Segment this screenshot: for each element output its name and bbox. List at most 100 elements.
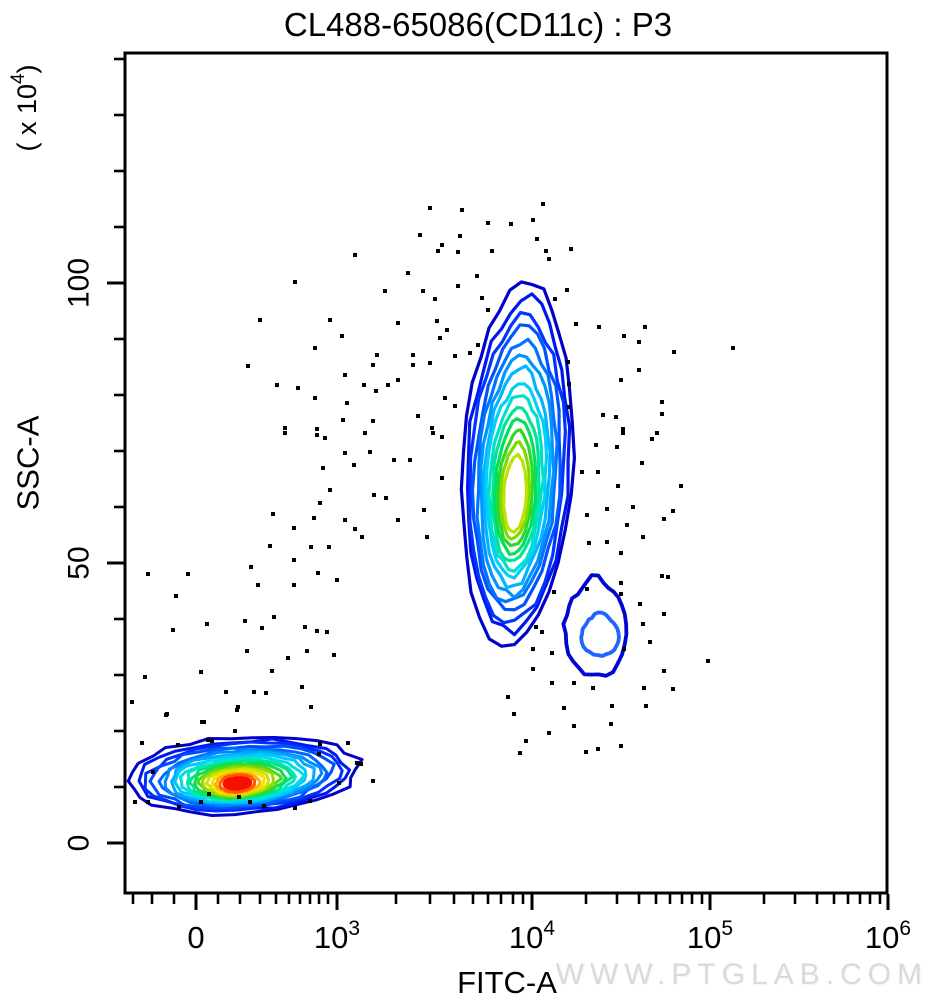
- contour-line: [493, 417, 538, 557]
- scatter-dot: [531, 667, 535, 671]
- scatter-dot: [544, 249, 548, 253]
- scatter-dot: [262, 804, 266, 808]
- scatter-dot: [569, 247, 573, 251]
- scatter-dot: [133, 800, 137, 804]
- scatter-dot: [443, 396, 447, 400]
- x-axis-tick-label: 0: [187, 920, 204, 955]
- scatter-dot: [486, 308, 490, 312]
- scatter-dot: [343, 451, 347, 455]
- scatter-dot: [552, 590, 556, 594]
- scatter-dot: [672, 350, 676, 354]
- scatter-dot: [272, 615, 276, 619]
- scatter-dot: [638, 602, 642, 606]
- scatter-dot: [210, 739, 214, 743]
- scatter-dot: [428, 361, 432, 365]
- scatter-dot: [531, 647, 535, 651]
- scatter-dot: [176, 743, 180, 747]
- scatter-dot: [591, 686, 595, 690]
- contour-line: [170, 750, 316, 806]
- scatter-dot: [550, 651, 554, 655]
- scatter-dot: [323, 436, 327, 440]
- scatter-dot: [346, 741, 350, 745]
- scatter-dot: [406, 271, 410, 275]
- scatter-dot: [622, 334, 626, 338]
- scatter-dot: [509, 222, 513, 226]
- scatter-dot: [360, 535, 364, 539]
- scatter-dot: [352, 463, 356, 467]
- axis-ticks: [107, 57, 890, 910]
- scatter-dot: [305, 649, 309, 653]
- scatter-dot: [343, 373, 347, 377]
- scatter-dot: [292, 583, 296, 587]
- scatter-dot: [318, 501, 322, 505]
- watermark: WWW.PTGLAB.COM: [555, 958, 928, 991]
- contour-line: [502, 452, 529, 534]
- scatter-dot: [453, 404, 457, 408]
- scatter-dot: [433, 297, 437, 301]
- contour-line: [468, 310, 567, 625]
- scatter-dot: [637, 340, 641, 344]
- scatter-dot: [541, 202, 545, 206]
- scatter-dot: [550, 681, 554, 685]
- scatter-dot: [565, 288, 569, 292]
- scatter-dot: [140, 741, 144, 745]
- scatter-dot: [440, 243, 444, 247]
- scatter-dot: [248, 800, 252, 804]
- scatter-dot: [644, 704, 648, 708]
- scatter-dot: [206, 738, 210, 742]
- scatter-dot: [422, 508, 426, 512]
- scatter-dot: [553, 297, 557, 301]
- scatter-dot: [343, 518, 347, 522]
- scatter-dot: [411, 353, 415, 357]
- y-axis-tick-label: 50: [63, 546, 96, 579]
- scatter-dot: [235, 708, 239, 712]
- scatter-dot: [662, 517, 666, 521]
- population-contours: [459, 280, 577, 648]
- scatter-dot: [431, 431, 435, 435]
- contour-line: [143, 740, 344, 813]
- contour-line: [470, 323, 562, 612]
- scatter-dot: [249, 565, 253, 569]
- scatter-dot: [337, 781, 341, 785]
- contour-line: [482, 364, 552, 590]
- scatter-dot: [605, 507, 609, 511]
- y-axis-unit-label: ( x 104): [8, 64, 43, 151]
- x-axis-tick-label: 106: [865, 917, 911, 955]
- scatter-dot: [621, 431, 625, 435]
- scatter-dot: [540, 630, 544, 634]
- scatter-dot: [283, 426, 287, 430]
- contour-line: [157, 746, 329, 808]
- scatter-dot: [372, 493, 376, 497]
- scatter-dot: [619, 581, 623, 585]
- scatter-dot: [531, 218, 535, 222]
- scatter-dot: [648, 640, 652, 644]
- scatter-dot: [340, 334, 344, 338]
- scatter-dot: [421, 289, 425, 293]
- scatter-dot: [177, 805, 181, 809]
- scatter-dot: [572, 724, 576, 728]
- contour-line: [561, 573, 629, 678]
- scatter-dot: [435, 319, 439, 323]
- scatter-dot: [518, 751, 522, 755]
- scatter-dot: [418, 233, 422, 237]
- scatter-dot: [641, 535, 645, 539]
- scatter-dot: [625, 523, 629, 527]
- scatter-dot: [368, 450, 372, 454]
- scatter-dot: [440, 476, 444, 480]
- scatter-dot: [416, 414, 420, 418]
- y-axis-tick-label: 0: [63, 835, 96, 852]
- scatter-dot: [445, 328, 449, 332]
- scatter-dot: [362, 383, 366, 387]
- scatter-dot: [535, 237, 539, 241]
- scatter-dot: [660, 574, 664, 578]
- scatter-dot: [396, 321, 400, 325]
- scatter-dot: [660, 412, 664, 416]
- scatter-dot: [585, 513, 589, 517]
- scatter-dot: [233, 729, 237, 733]
- scatter-dot: [547, 731, 551, 735]
- scatter-dot: [616, 484, 620, 488]
- scatter-dot: [662, 669, 666, 673]
- scatter-dot: [359, 762, 363, 766]
- contour-line: [499, 440, 532, 541]
